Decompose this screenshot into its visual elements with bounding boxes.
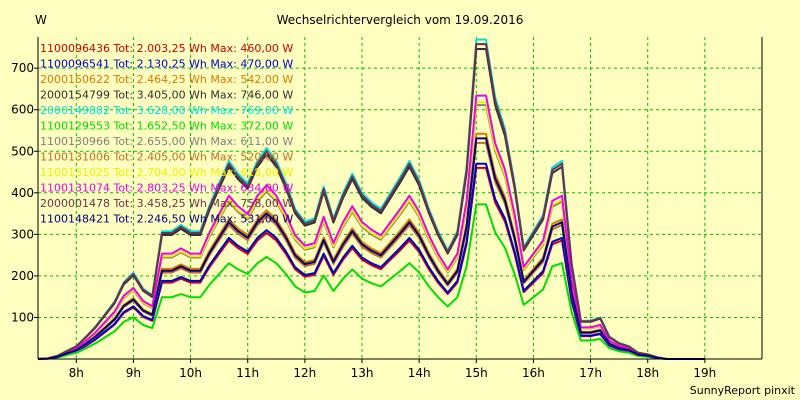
series-line-1100148421 [37,137,705,360]
x-tick-label: 15h [465,366,488,380]
series-line-2000001478 [37,43,705,360]
legend-entry: 1100096436 Tot: 2.003,25 Wh Max: 460,00 … [40,42,293,55]
y-tick-label: 100 [11,310,34,324]
legend-entry: 1100131025 Tot: 2.704,00 Wh Max: 618,00 … [40,166,293,179]
x-tick-label: 16h [522,366,545,380]
legend-entry: 1100148421 Tot: 2.246,50 Wh Max: 531,00 … [40,213,293,226]
x-tick-label: 10h [179,366,202,380]
legend-entry: 1100130966 Tot: 2.655,00 Wh Max: 611,00 … [40,135,293,148]
x-tick-label: 8h [69,366,84,380]
y-tick-label: 200 [11,269,34,283]
y-tick-label: 500 [11,144,34,158]
chart-title: Wechselrichtervergleich vom 19.09.2016 [277,13,524,27]
legend-entry: 2000001478 Tot: 3.458,25 Wh Max: 758,00 … [40,197,293,210]
x-tick-label: 13h [351,366,374,380]
x-tick-label: 19h [693,366,716,380]
y-tick-label: 700 [11,61,34,75]
y-tick-label: 600 [11,103,34,117]
x-tick-label: 11h [236,366,259,380]
legend-entry: 2000154799 Tot: 3.405,00 Wh Max: 746,00 … [40,89,293,102]
x-tick-label: 12h [293,366,316,380]
x-tick-label: 17h [579,366,602,380]
x-tick-label: 18h [636,366,659,380]
legend-entry: 1100096541 Tot: 2.130,25 Wh Max: 470,00 … [40,58,293,71]
series-line-1100131074 [37,94,705,360]
x-tick-label: 14h [408,366,431,380]
x-tick-label: 9h [126,366,141,380]
legend-entry: 1100129553 Tot: 1.652,50 Wh Max: 372,00 … [40,120,293,133]
legend-entry: 1100131006 Tot: 2.405,00 Wh Max: 520,00 … [40,151,293,164]
series-layer [37,38,705,360]
series-line-1100129553 [37,203,705,360]
legend: 1100096436 Tot: 2.003,25 Wh Max: 460,00 … [40,42,293,226]
legend-entry: 2000149882 Tot: 3.628,00 Wh Max: 769,00 … [40,104,293,117]
legend-entry: 1100131074 Tot: 2.803,25 Wh Max: 634,00 … [40,182,293,195]
series-line-1100096541 [37,162,705,360]
y-axis-label: W [35,13,47,27]
legend-entry: 2000150622 Tot: 2.464,25 Wh Max: 542,00 … [40,73,293,86]
y-tick-label: 400 [11,186,34,200]
y-tick-label: 300 [11,227,34,241]
axis-ticks: 100 200 300 400 500 600 700 8h 9h 10h 11h 12h 13h 14h… [11,61,716,380]
footer-credit: SunnyReport pinxit [690,384,796,397]
